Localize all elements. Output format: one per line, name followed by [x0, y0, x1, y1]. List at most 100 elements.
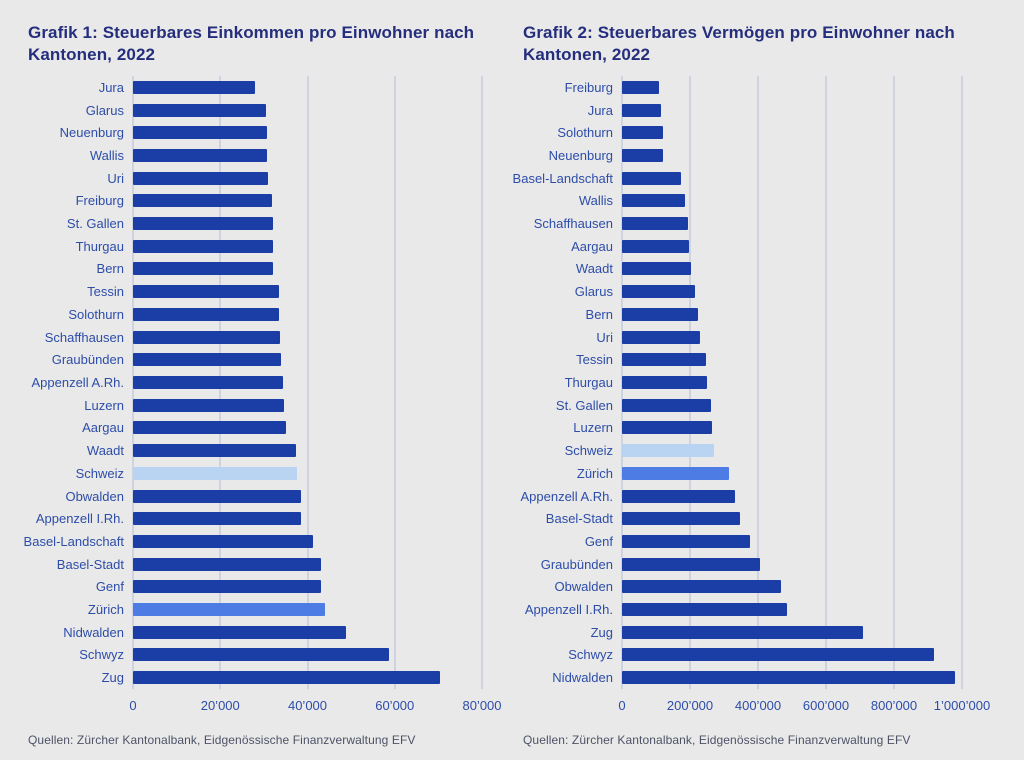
- bar: [622, 80, 660, 94]
- gridline: [481, 76, 483, 689]
- category-label: Wallis: [89, 147, 124, 163]
- source-note-right: Quellen: Zürcher Kantonalbank, Eidgenöss…: [523, 733, 911, 747]
- bar: [622, 285, 695, 299]
- category-label: Schaffhausen: [44, 329, 124, 345]
- bar-track: [622, 285, 962, 299]
- category-label: Freiburg: [75, 193, 124, 209]
- category-label: Zug: [590, 624, 613, 640]
- category-label: Schweiz: [75, 465, 124, 481]
- bar: [622, 148, 664, 162]
- bar: [622, 353, 707, 367]
- bar-row: Zürich: [523, 462, 995, 485]
- bar-track: [622, 126, 962, 140]
- bar-track: [622, 603, 962, 617]
- bar: [622, 239, 690, 253]
- bar: [622, 217, 689, 231]
- bar-row: Genf: [28, 575, 500, 598]
- category-label: Glarus: [85, 102, 124, 118]
- bar-track: [133, 375, 482, 389]
- bar-track: [133, 466, 482, 480]
- bar: [133, 353, 282, 367]
- bar-row: Aargau: [28, 417, 500, 440]
- bar-track: [133, 557, 482, 571]
- category-label: St. Gallen: [555, 397, 613, 413]
- x-tick-label: 40’000: [287, 698, 328, 713]
- chart-title: Grafik 2: Steuerbares Vermögen pro Einwo…: [523, 22, 995, 66]
- bar-row: Schweiz: [523, 439, 995, 462]
- bar-track: [622, 398, 962, 412]
- bar-row: Luzern: [28, 394, 500, 417]
- category-label: Neuenburg: [59, 125, 124, 141]
- bar-row: Graubünden: [523, 553, 995, 576]
- bar-row: Solothurn: [28, 303, 500, 326]
- x-tick-label: 0: [129, 698, 137, 713]
- category-label: Aargau: [82, 420, 124, 436]
- category-label: Freiburg: [564, 79, 613, 95]
- bar-row: Tessin: [523, 348, 995, 371]
- bar-track: [622, 353, 962, 367]
- bar-track: [133, 148, 482, 162]
- chart-plot-area: Jura Glarus Neuenburg Wallis Uri Freiburg St. …: [24, 76, 502, 736]
- bar: [133, 148, 267, 162]
- bar-track: [133, 171, 482, 185]
- bar: [622, 307, 698, 321]
- bar-row: Schaffhausen: [28, 326, 500, 349]
- bar: [133, 307, 280, 321]
- bar-row: Appenzell A.Rh.: [28, 371, 500, 394]
- category-label: Nidwalden: [552, 670, 613, 686]
- bar: [133, 375, 284, 389]
- category-label: Jura: [98, 79, 124, 95]
- bar-row: Tessin: [28, 280, 500, 303]
- bar: [133, 625, 346, 639]
- bar-track: [622, 534, 962, 548]
- category-label: Appenzell I.Rh.: [35, 511, 124, 527]
- category-label: Schaffhausen: [533, 216, 613, 232]
- source-note-left: Quellen: Zürcher Kantonalbank, Eidgenöss…: [28, 733, 416, 747]
- bar-row: Freiburg: [28, 190, 500, 213]
- category-label: Graubünden: [540, 556, 613, 572]
- bar: [133, 671, 441, 685]
- category-label: Schwyz: [79, 647, 124, 663]
- bar-row: Zug: [28, 666, 500, 689]
- category-label: Aargau: [571, 238, 613, 254]
- bar-track: [133, 671, 482, 685]
- bar: [133, 239, 274, 253]
- chart-title-line1: Grafik 2: Steuerbares Vermögen pro Einwo…: [523, 23, 955, 42]
- category-label: Luzern: [84, 397, 124, 413]
- category-label: Glarus: [574, 284, 613, 300]
- bar-track: [622, 330, 962, 344]
- bar-row: Basel-Stadt: [28, 553, 500, 576]
- bar-row: Luzern: [523, 417, 995, 440]
- x-tick-label: 200’000: [666, 698, 714, 713]
- category-label: Schweiz: [564, 443, 613, 459]
- bar-row: Neuenburg: [523, 144, 995, 167]
- category-label: Appenzell A.Rh.: [31, 374, 124, 390]
- bar-track: [622, 217, 962, 231]
- category-label: Zürich: [576, 465, 613, 481]
- bar-row: Waadt: [28, 439, 500, 462]
- bar-row: Wallis: [523, 190, 995, 213]
- category-label: Genf: [584, 533, 613, 549]
- bar: [133, 194, 273, 208]
- bar-row: Zug: [523, 621, 995, 644]
- bar-track: [622, 671, 962, 685]
- bar: [622, 262, 692, 276]
- category-label: Thurgau: [75, 238, 124, 254]
- bar-track: [622, 580, 962, 594]
- category-label: Waadt: [575, 261, 613, 277]
- bar-row: Obwalden: [523, 575, 995, 598]
- bar-track: [133, 80, 482, 94]
- bar: [622, 534, 750, 548]
- bar-track: [622, 80, 962, 94]
- category-label: Basel-Stadt: [545, 511, 613, 527]
- bar: [622, 171, 681, 185]
- category-label: Zürich: [87, 602, 124, 618]
- bar-row: Uri: [28, 167, 500, 190]
- x-tick-label: 20’000: [200, 698, 240, 713]
- category-label: Obwalden: [554, 579, 613, 595]
- bar-track: [133, 217, 482, 231]
- bar-track: [133, 194, 482, 208]
- category-label: Jura: [587, 102, 613, 118]
- x-axis-ticks: 0 20’000 40’000 60’000 80’000: [129, 698, 501, 714]
